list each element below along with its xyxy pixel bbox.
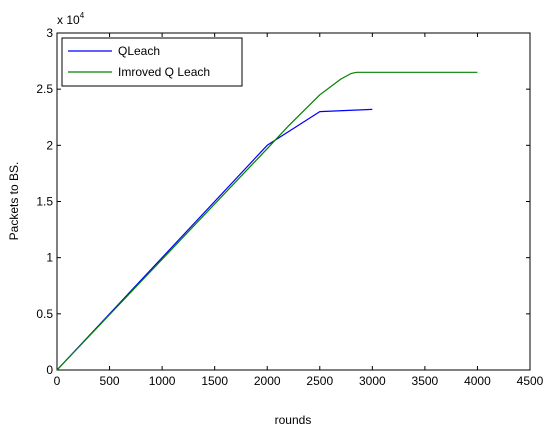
y-axis-multiplier: x 104	[57, 11, 85, 27]
x-tick-label: 2500	[306, 374, 333, 388]
y-tick-label: 1	[46, 251, 53, 265]
x-tick-label: 3500	[412, 374, 439, 388]
x-tick-label: 3000	[359, 374, 386, 388]
y-tick-label: 2.5	[36, 82, 53, 96]
x-tick-label: 4000	[464, 374, 491, 388]
x-axis-label: rounds	[275, 413, 312, 427]
x-tick-label: 0	[54, 374, 61, 388]
y-tick-label: 3	[46, 26, 53, 40]
legend: QLeach Imroved Q Leach	[61, 37, 243, 87]
x-tick-label: 2000	[254, 374, 281, 388]
x-tick-label: 1500	[201, 374, 228, 388]
y-tick-label: 2	[46, 138, 53, 152]
series-line-qleach	[56, 108, 373, 371]
legend-label-qleach: QLeach	[118, 44, 160, 58]
x-tick-label: 1000	[149, 374, 176, 388]
y-tick-label: 1.5	[36, 195, 53, 209]
y-axis-label: Packets to BS.	[7, 162, 21, 241]
x-tick-label: 4500	[517, 374, 544, 388]
y-tick-label: 0.5	[36, 307, 53, 321]
legend-label-improved-q-leach: Imroved Q Leach	[118, 65, 210, 79]
series-lines	[56, 71, 478, 371]
axis-tick-labels: 0 500 1000 1500 2000 2500 3000 3500 4000 4500 0 0.5…	[36, 26, 543, 388]
legend-box	[61, 37, 243, 87]
plot-area	[56, 32, 531, 371]
x-tick-label: 500	[100, 374, 120, 388]
series-line-imroved-q-leach	[56, 71, 478, 371]
y-tick-label: 0	[46, 363, 53, 377]
